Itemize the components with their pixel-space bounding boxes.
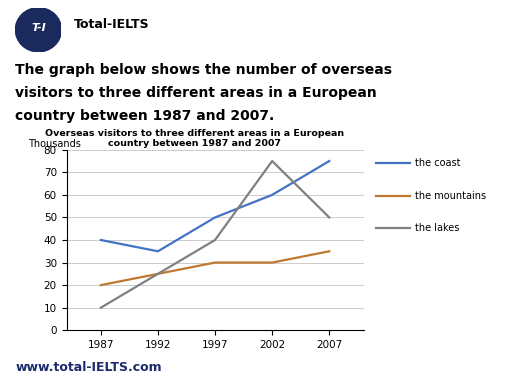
- Text: visitors to three different areas in a European: visitors to three different areas in a E…: [15, 86, 377, 100]
- Text: the coast: the coast: [415, 158, 460, 168]
- Text: www.total-IELTS.com: www.total-IELTS.com: [15, 361, 162, 374]
- Text: T-I: T-I: [31, 23, 46, 33]
- Text: The graph below shows the number of overseas: The graph below shows the number of over…: [15, 63, 392, 77]
- Text: the mountains: the mountains: [415, 191, 486, 201]
- Text: Total-IELTS: Total-IELTS: [74, 18, 150, 31]
- Text: Thousands: Thousands: [28, 139, 81, 149]
- Text: Overseas visitors to three different areas in a European
country between 1987 an: Overseas visitors to three different are…: [45, 129, 344, 148]
- Text: the lakes: the lakes: [415, 223, 459, 233]
- Ellipse shape: [15, 8, 61, 52]
- Text: country between 1987 and 2007.: country between 1987 and 2007.: [15, 109, 274, 123]
